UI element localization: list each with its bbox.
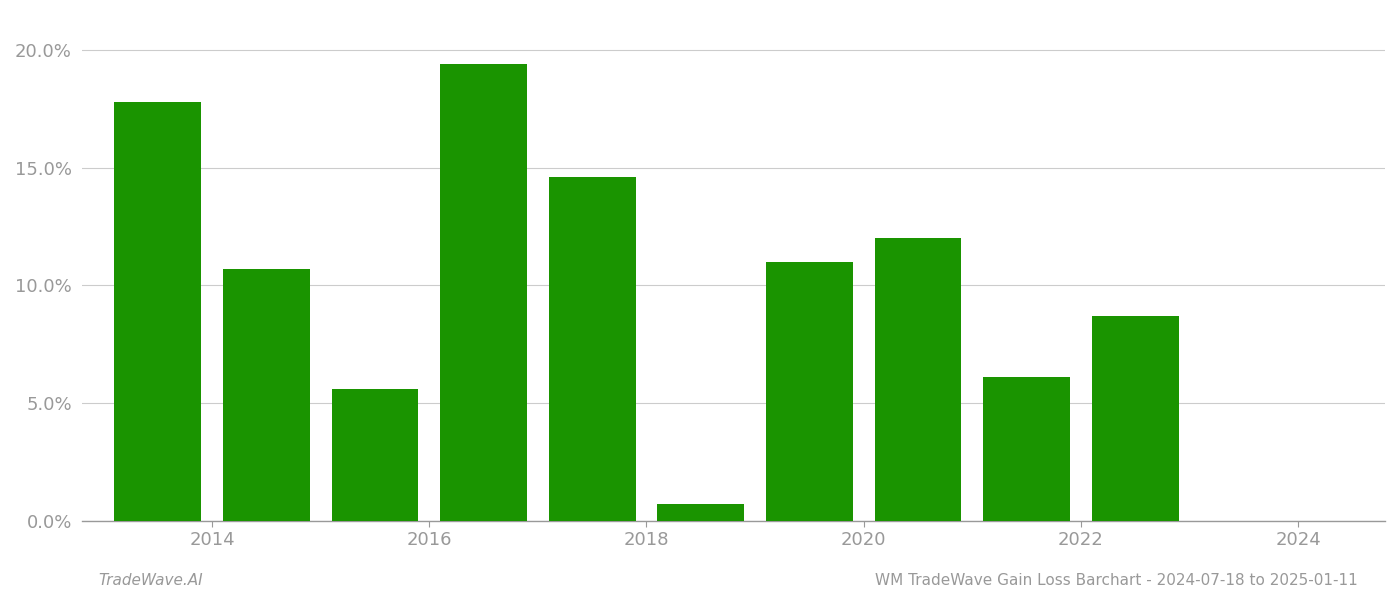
Bar (1092, 316, 1179, 521)
Bar (658, 504, 745, 521)
Bar (983, 377, 1070, 521)
Text: TradeWave.AI: TradeWave.AI (98, 573, 203, 588)
Text: WM TradeWave Gain Loss Barchart - 2024-07-18 to 2025-01-11: WM TradeWave Gain Loss Barchart - 2024-0… (875, 573, 1358, 588)
Bar (332, 389, 419, 521)
Bar (223, 269, 309, 521)
Bar (875, 238, 962, 521)
Bar (440, 64, 526, 521)
Bar (115, 102, 202, 521)
Bar (549, 177, 636, 521)
Bar (766, 262, 853, 521)
